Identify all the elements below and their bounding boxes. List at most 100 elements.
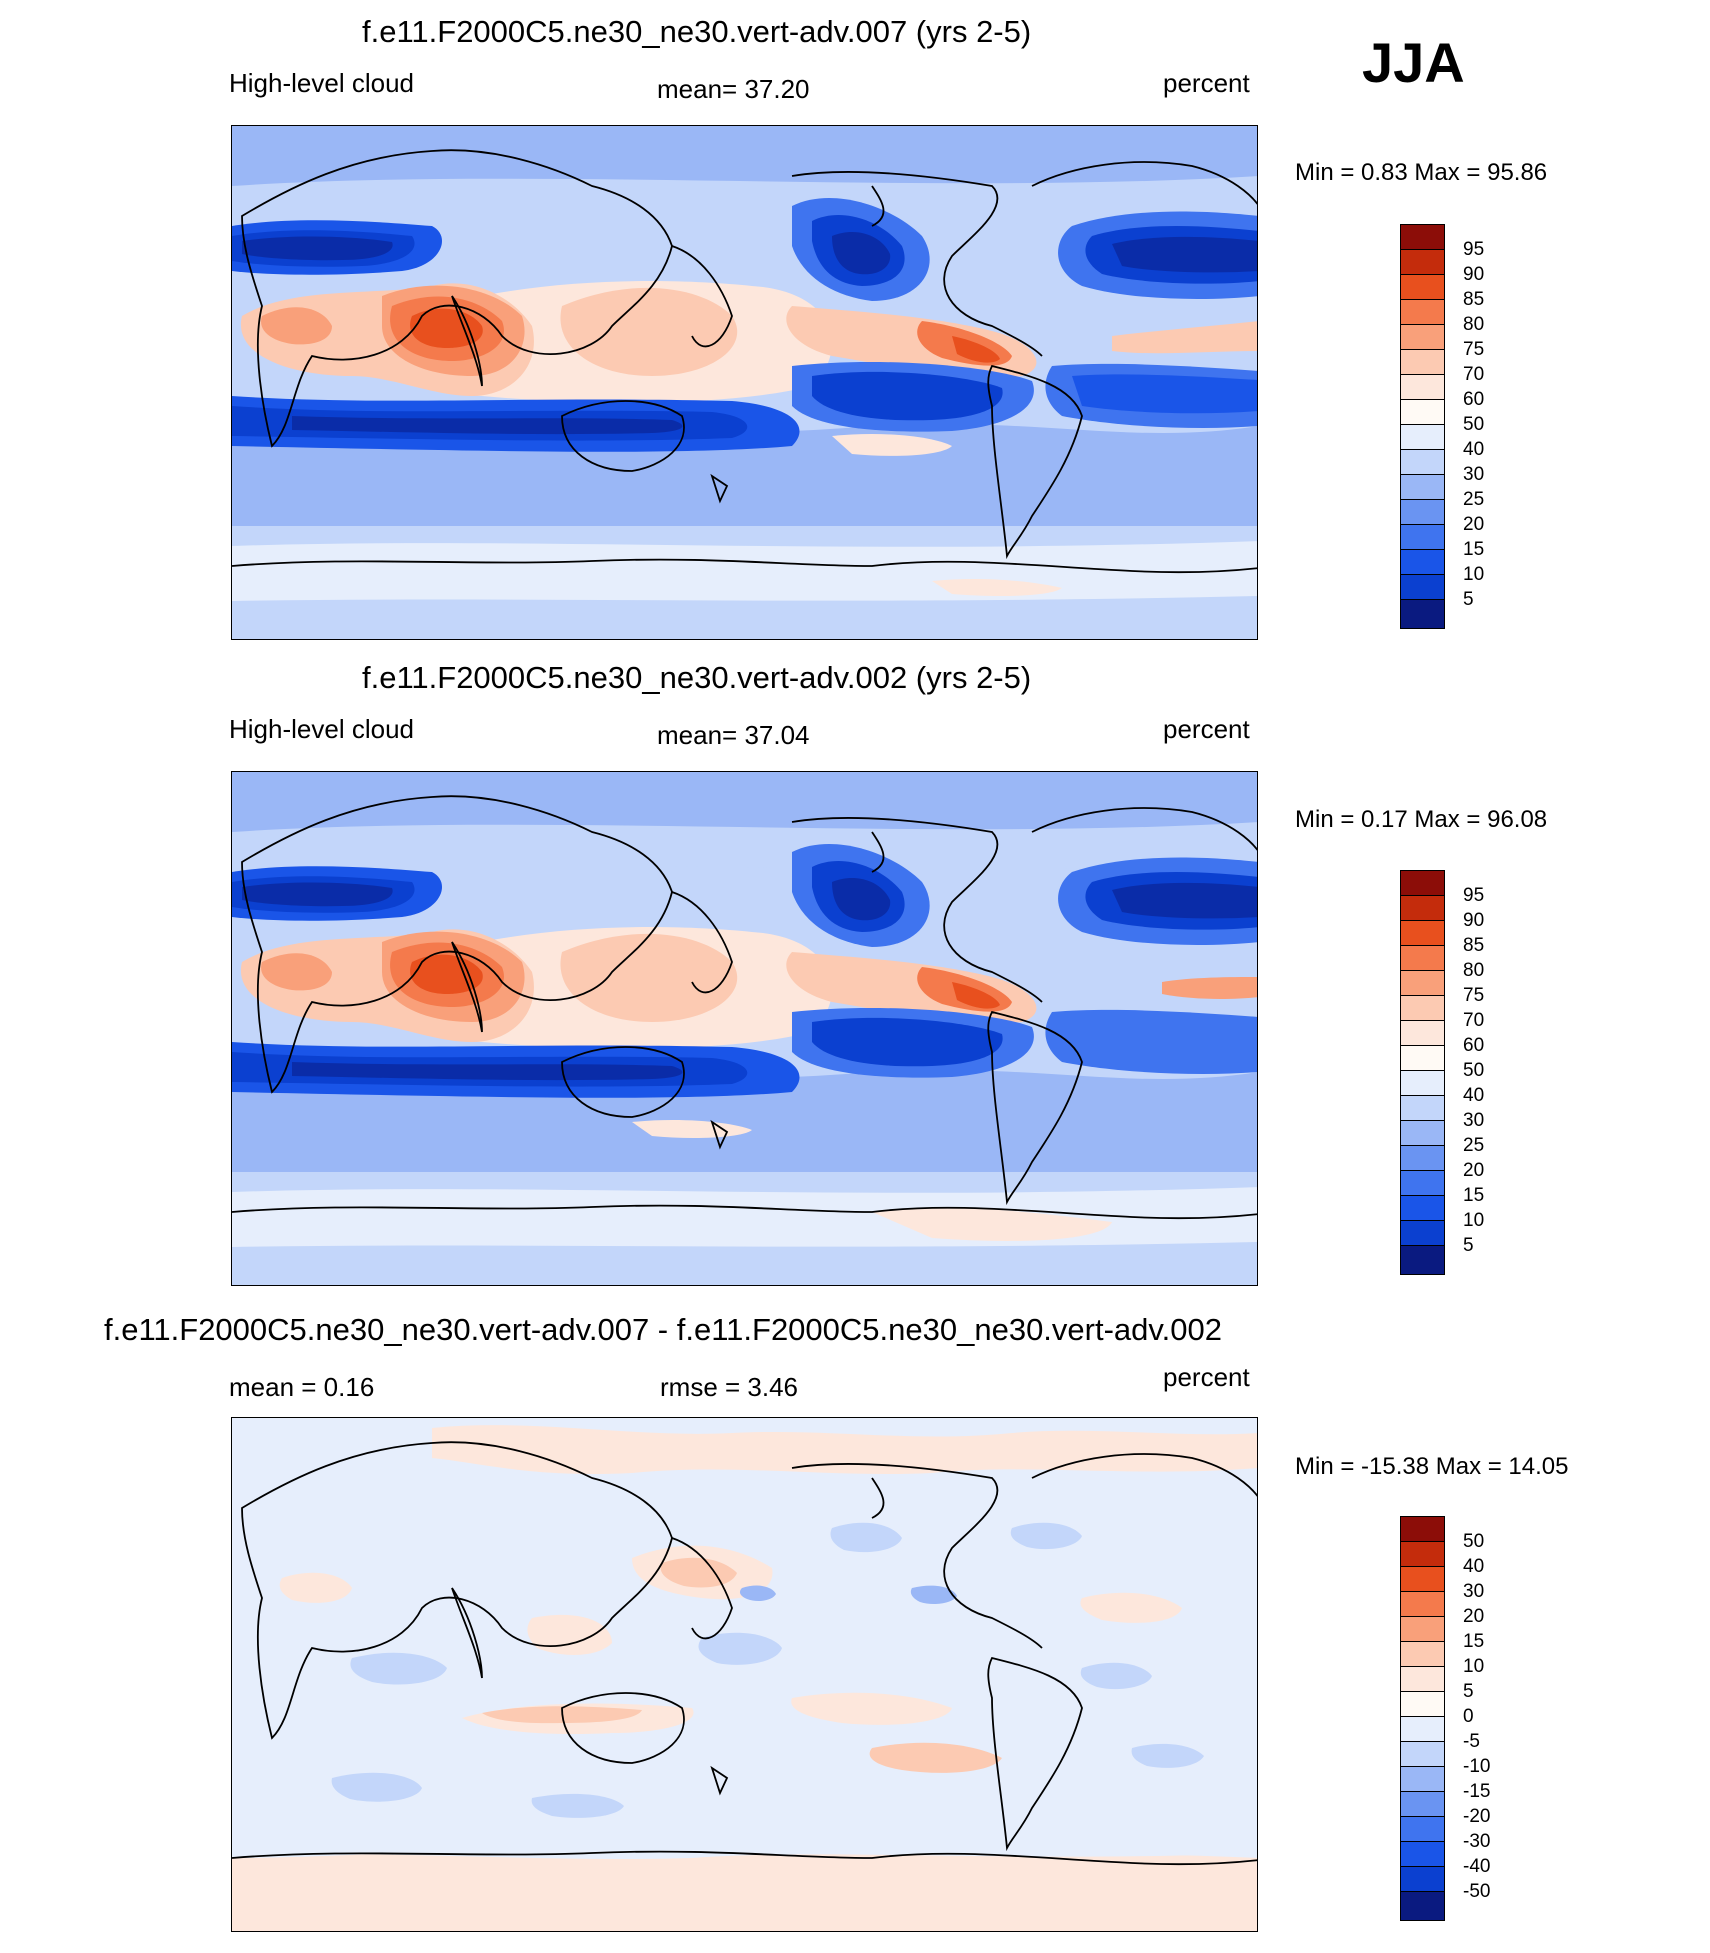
- panel3-colorbar-segment: [1400, 1791, 1445, 1818]
- season-label: JJA: [1362, 31, 1465, 94]
- panel1-colorbar-segment: [1400, 224, 1445, 251]
- panel3-colorbar-segment: [1400, 1591, 1445, 1618]
- panel3-mean-label: mean = 0.16: [229, 1372, 375, 1402]
- panel2-colorbar-segment: [1400, 1045, 1445, 1072]
- panel1-colorbar-segment: [1400, 274, 1445, 301]
- panel3-min-max: Min = -15.38 Max = 14.05: [1295, 1453, 1569, 1480]
- panel3-colorbar-label: 5: [1463, 1681, 1474, 1702]
- panel1-colorbar-segment: [1400, 424, 1445, 451]
- panel3-colorbar-label: 10: [1463, 1656, 1485, 1677]
- panel1-colorbar-label: 15: [1463, 539, 1485, 560]
- panel3-colorbar-segment: [1400, 1666, 1445, 1693]
- panel3-colorbar-segment: [1400, 1891, 1445, 1921]
- panel3-colorbar-label: -30: [1463, 1831, 1491, 1852]
- panel3-colorbar-label: 30: [1463, 1581, 1485, 1602]
- panel3-field-svg: [232, 1418, 1257, 1931]
- panel1-colorbar-label: 50: [1463, 414, 1485, 435]
- panel2-colorbar-label: 90: [1463, 910, 1485, 931]
- panel2-colorbar-label: 10: [1463, 1210, 1485, 1231]
- panel1-colorbar-label: 75: [1463, 339, 1485, 360]
- panel2-colorbar-segment: [1400, 970, 1445, 997]
- panel3-title: f.e11.F2000C5.ne30_ne30.vert-adv.007 - f…: [104, 1312, 1222, 1347]
- panel1-min-max: Min = 0.83 Max = 95.86: [1295, 159, 1548, 186]
- panel1-colorbar-label: 70: [1463, 364, 1485, 385]
- panel2-field-svg: [232, 772, 1257, 1285]
- panel2-colorbar-label: 75: [1463, 985, 1485, 1006]
- panel2-variable-label: High-level cloud: [229, 714, 414, 744]
- panel3-colorbar-segment: [1400, 1716, 1445, 1743]
- panel1-map: [231, 125, 1258, 640]
- panel2-colorbar-segment: [1400, 1095, 1445, 1122]
- panel3-colorbar-label: -20: [1463, 1806, 1491, 1827]
- panel3-colorbar-segment: [1400, 1866, 1445, 1893]
- panel3-rmse-label: rmse = 3.46: [660, 1372, 799, 1402]
- panel2-min-max: Min = 0.17 Max = 96.08: [1295, 806, 1548, 833]
- panel2-colorbar-label: 50: [1463, 1060, 1485, 1081]
- panel3-colorbar-label: 15: [1463, 1631, 1485, 1652]
- panel1-colorbar-label: 85: [1463, 289, 1485, 310]
- panel3-units-label: percent: [1163, 1362, 1250, 1392]
- panel3-colorbar-segment: [1400, 1616, 1445, 1643]
- panel2-colorbar-label: 25: [1463, 1135, 1485, 1156]
- panel1-colorbar-segment: [1400, 324, 1445, 351]
- panel2-colorbar-label: 85: [1463, 935, 1485, 956]
- panel1-colorbar-label: 95: [1463, 239, 1485, 260]
- panel2-colorbar-label: 5: [1463, 1235, 1474, 1256]
- panel3-colorbar-segment: [1400, 1641, 1445, 1668]
- panel1-colorbar-label: 80: [1463, 314, 1485, 335]
- panel1-colorbar-label: 60: [1463, 389, 1485, 410]
- panel2-map: [231, 771, 1258, 1286]
- panel1-colorbar-label: 25: [1463, 489, 1485, 510]
- panel1-colorbar-label: 40: [1463, 439, 1485, 460]
- panel3-colorbar: 50 40 30 20 15 10 5 0 -5 -10 -15 -20 -30…: [1400, 1516, 1490, 1921]
- panel3-colorbar-label: -50: [1463, 1881, 1491, 1902]
- panel1-colorbar-segment: [1400, 449, 1445, 476]
- panel2-colorbar-label: 60: [1463, 1035, 1485, 1056]
- panel2-colorbar-segment: [1400, 995, 1445, 1022]
- panel2-colorbar-segment: [1400, 920, 1445, 947]
- panel3-colorbar-label: 50: [1463, 1531, 1485, 1552]
- panel2-colorbar-segment: [1400, 1020, 1445, 1047]
- panel3-colorbar-segment: [1400, 1516, 1445, 1543]
- panel1-colorbar: 95 90 85 80 75 70 60 50 40 30 25 20 15 1…: [1400, 224, 1484, 629]
- panel3-map: [231, 1417, 1258, 1932]
- panel3-colorbar-label: -40: [1463, 1856, 1491, 1877]
- panel2-colorbar-label: 80: [1463, 960, 1485, 981]
- panel2-mean-label: mean= 37.04: [657, 720, 810, 750]
- panel1-colorbar-segment: [1400, 499, 1445, 526]
- panel2-colorbar-segment: [1400, 1220, 1445, 1247]
- panel1-colorbar-segment: [1400, 374, 1445, 401]
- panel2-colorbar-segment: [1400, 870, 1445, 897]
- panel1-colorbar-segment: [1400, 299, 1445, 326]
- panel3-colorbar-segment: [1400, 1766, 1445, 1793]
- panel2-colorbar-label: 40: [1463, 1085, 1485, 1106]
- panel1-colorbar-segment: [1400, 474, 1445, 501]
- panel1-colorbar-label: 30: [1463, 464, 1485, 485]
- panel3-colorbar-segment: [1400, 1541, 1445, 1568]
- panel1-colorbar-segment: [1400, 599, 1445, 629]
- panel2-colorbar-segment: [1400, 1170, 1445, 1197]
- panel2-colorbar-label: 70: [1463, 1010, 1485, 1031]
- panel2-colorbar-segment: [1400, 1070, 1445, 1097]
- panel1-colorbar-label: 20: [1463, 514, 1485, 535]
- panel2-colorbar-label: 30: [1463, 1110, 1485, 1131]
- panel2-units-label: percent: [1163, 714, 1250, 744]
- panel2-colorbar-label: 20: [1463, 1160, 1485, 1181]
- panel1-colorbar-segment: [1400, 349, 1445, 376]
- panel1-colorbar-segment: [1400, 549, 1445, 576]
- panel3-colorbar-segment: [1400, 1841, 1445, 1868]
- panel1-units-label: percent: [1163, 68, 1250, 98]
- panel3-colorbar-label: 0: [1463, 1706, 1474, 1727]
- panel3-colorbar-label: -15: [1463, 1781, 1491, 1802]
- panel2-colorbar-segment: [1400, 1120, 1445, 1147]
- panel3-colorbar-label: -10: [1463, 1756, 1491, 1777]
- panel2-colorbar: 95 90 85 80 75 70 60 50 40 30 25 20 15 1…: [1400, 870, 1484, 1275]
- panel3-colorbar-segment: [1400, 1691, 1445, 1718]
- panel1-mean-label: mean= 37.20: [657, 74, 810, 104]
- panel2-colorbar-segment: [1400, 1145, 1445, 1172]
- panel1-colorbar-segment: [1400, 399, 1445, 426]
- panel3-colorbar-segment: [1400, 1741, 1445, 1768]
- panel2-colorbar-label: 15: [1463, 1185, 1485, 1206]
- panel1-colorbar-segment: [1400, 249, 1445, 276]
- panel2-colorbar-segment: [1400, 945, 1445, 972]
